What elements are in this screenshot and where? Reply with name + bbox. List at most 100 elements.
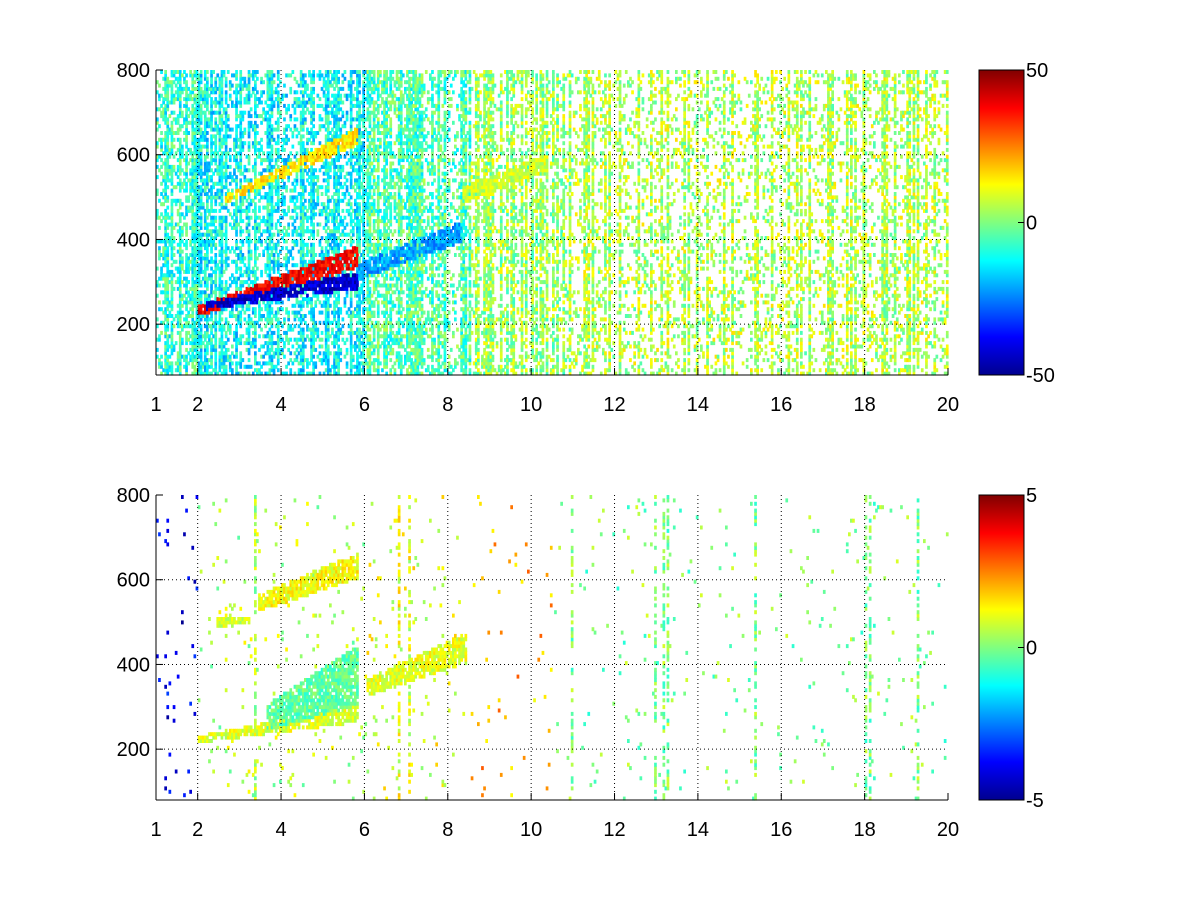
heatmap-cell: [239, 188, 243, 193]
heatmap-cell: [268, 371, 272, 376]
heatmap-cell: [176, 117, 180, 122]
heatmap-cell: [254, 161, 257, 166]
heatmap-cell: [224, 300, 228, 305]
heatmap-cell: [231, 368, 234, 373]
heatmap-cell: [166, 347, 170, 352]
heatmap-cell: [268, 269, 272, 274]
heatmap-cell: [178, 110, 182, 115]
heatmap-cell: [195, 137, 199, 142]
heatmap-cell: [247, 259, 251, 264]
heatmap-cell: [233, 297, 236, 302]
heatmap-cell: [191, 86, 195, 91]
heatmap-cell: [341, 198, 345, 203]
heatmap-cell: [235, 286, 238, 291]
heatmap-cell: [262, 151, 265, 156]
heatmap-cell: [239, 208, 243, 213]
heatmap-cell: [191, 195, 195, 200]
heatmap-cell: [266, 290, 270, 295]
heatmap-cell: [224, 293, 228, 298]
heatmap-cell: [341, 239, 345, 244]
heatmap-cell: [268, 212, 272, 217]
heatmap-cell: [203, 297, 207, 302]
heatmap-cell: [214, 310, 218, 315]
heatmap-cell: [254, 361, 257, 366]
heatmap-cell: [218, 300, 222, 305]
heatmap-cell: [235, 300, 238, 305]
heatmap-cell: [162, 97, 165, 102]
heatmap-cell: [208, 120, 211, 125]
heatmap-cell: [231, 127, 234, 132]
heatmap-cell: [210, 347, 213, 352]
heatmap-cell: [220, 205, 224, 210]
heatmap-cell: [187, 107, 190, 112]
heatmap-cell: [185, 341, 188, 346]
heatmap-cell: [201, 364, 205, 369]
heatmap-cell: [231, 293, 234, 298]
heatmap-cell: [206, 303, 209, 308]
heatmap-cell: [166, 195, 170, 200]
heatmap-cell: [203, 324, 207, 329]
heatmap-cell: [247, 351, 251, 356]
heatmap-cell: [254, 236, 257, 241]
heatmap-cell: [185, 337, 188, 342]
heatmap-cell: [193, 73, 197, 78]
heatmap-cell: [164, 293, 167, 298]
heatmap-cell: [181, 225, 184, 230]
heatmap-cell: [214, 97, 218, 102]
heatmap-cell: [239, 358, 243, 363]
heatmap-cell: [226, 195, 230, 200]
heatmap-cell: [266, 344, 270, 349]
heatmap-cell: [158, 361, 161, 366]
heatmap-cell: [197, 344, 201, 349]
heatmap-cell: [181, 297, 184, 302]
heatmap-cell: [170, 80, 174, 85]
heatmap-cell: [174, 198, 178, 203]
heatmap-cell: [191, 249, 195, 254]
heatmap-cell: [178, 185, 182, 190]
heatmap-cell: [254, 127, 257, 132]
heatmap-cell: [164, 151, 167, 156]
heatmap-cell: [214, 141, 218, 146]
heatmap-cell: [266, 320, 270, 325]
heatmap-cell: [158, 253, 161, 257]
heatmap-cell: [206, 307, 209, 312]
heatmap-cell: [266, 236, 270, 241]
heatmap-cell: [208, 212, 211, 217]
heatmap-cell: [164, 297, 167, 302]
heatmap-cell: [264, 178, 268, 183]
heatmap-cell: [304, 198, 307, 203]
heatmap-cell: [199, 80, 203, 85]
heatmap-cell: [164, 117, 167, 122]
heatmap-cell: [245, 307, 249, 312]
heatmap-cell: [218, 80, 222, 85]
heatmap-cell: [220, 195, 224, 200]
heatmap-cell: [216, 320, 220, 325]
heatmap-cell: [222, 70, 226, 74]
heatmap-cell: [214, 273, 218, 278]
heatmap-cell: [285, 188, 288, 193]
heatmap-cell: [339, 215, 343, 220]
heatmap-cell: [191, 188, 195, 193]
heatmap-cell: [168, 83, 172, 88]
heatmap-cell: [231, 195, 234, 200]
heatmap-cell: [239, 141, 243, 146]
heatmap-cell: [199, 249, 203, 254]
heatmap-cell: [195, 276, 199, 281]
heatmap-cell: [343, 354, 347, 359]
heatmap-cell: [203, 114, 207, 119]
heatmap-cell: [224, 83, 228, 88]
heatmap-cell: [320, 117, 324, 122]
heatmap-cell: [210, 178, 213, 183]
heatmap-cell: [264, 117, 268, 122]
heatmap-cell: [176, 120, 180, 125]
heatmap-cell: [189, 168, 192, 173]
heatmap-cell: [247, 293, 251, 298]
heatmap-cell: [228, 171, 232, 176]
heatmap-cell: [193, 303, 197, 308]
heatmap-cell: [266, 195, 270, 200]
heatmap-cell: [164, 242, 167, 247]
heatmap-cell: [266, 280, 270, 285]
heatmap-cell: [222, 151, 226, 156]
heatmap-cell: [178, 93, 182, 98]
heatmap-cell: [172, 259, 176, 264]
